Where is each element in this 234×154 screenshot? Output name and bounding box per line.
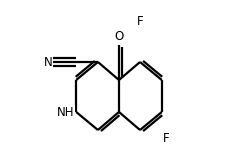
Text: O: O [114,30,124,43]
Text: N: N [44,55,52,69]
Text: NH: NH [57,105,75,118]
Text: F: F [163,132,170,145]
Text: F: F [137,15,143,28]
